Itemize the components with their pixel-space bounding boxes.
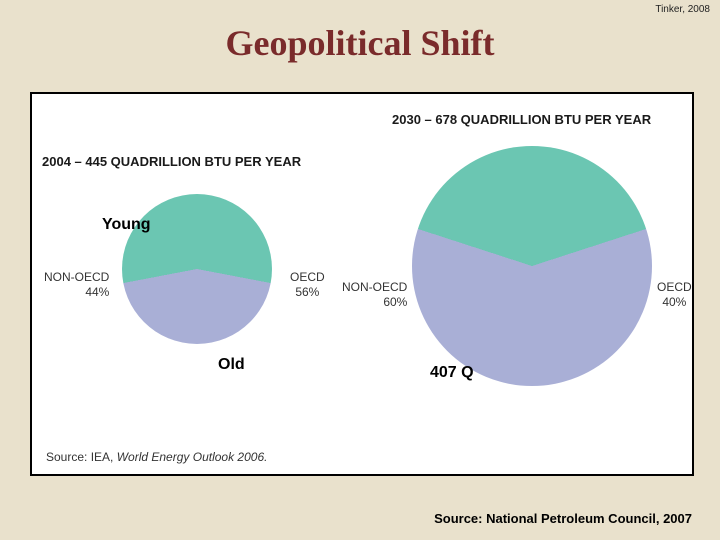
inner-source: Source: IEA, World Energy Outlook 2006. <box>46 450 267 464</box>
page-title: Geopolitical Shift <box>0 22 720 64</box>
annotation-young: Young <box>102 216 151 234</box>
label-name: NON-OECD <box>44 270 109 284</box>
pie-left-header: 2004 – 445 QUADRILLION BTU PER YEAR <box>42 154 301 169</box>
annotation-old: Old <box>218 356 245 374</box>
label-pct: 56% <box>290 285 325 300</box>
pie-right-oecd-label: OECD 40% <box>657 280 692 310</box>
inner-source-italic: World Energy Outlook 2006. <box>117 450 268 464</box>
outer-source: Source: National Petroleum Council, 2007 <box>434 511 692 526</box>
label-pct: 40% <box>657 295 692 310</box>
label-name: OECD <box>290 270 325 284</box>
label-pct: 60% <box>342 295 407 310</box>
attribution-text: Tinker, 2008 <box>655 4 710 15</box>
pie-right-non-oecd-label: NON-OECD 60% <box>342 280 407 310</box>
pie-left-oecd-label: OECD 56% <box>290 270 325 300</box>
inner-source-prefix: Source: IEA, <box>46 450 117 464</box>
pie-left-non-oecd-label: NON-OECD 44% <box>44 270 109 300</box>
label-name: NON-OECD <box>342 280 407 294</box>
annotation-407q: 407 Q <box>430 364 474 382</box>
chart-panel: 2004 – 445 QUADRILLION BTU PER YEAR 2030… <box>30 92 694 476</box>
pie-right-graphic <box>412 146 652 386</box>
pie-right <box>412 146 652 386</box>
pie-right-header: 2030 – 678 QUADRILLION BTU PER YEAR <box>392 112 651 127</box>
label-pct: 44% <box>44 285 109 300</box>
label-name: OECD <box>657 280 692 294</box>
